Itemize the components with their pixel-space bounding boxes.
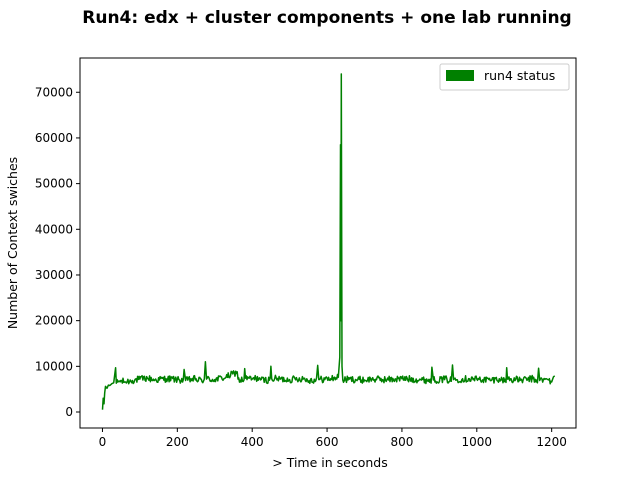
y-axis-label: Number of Context swiches (5, 157, 20, 329)
y-tick-label: 60000 (35, 131, 73, 145)
x-tick-label: 0 (99, 435, 107, 449)
y-tick-label: 20000 (35, 314, 73, 328)
y-tick-label: 0 (65, 405, 73, 419)
y-tick-label: 30000 (35, 268, 73, 282)
y-tick-label: 10000 (35, 359, 73, 373)
y-tick-label: 40000 (35, 222, 73, 236)
x-tick-label: 800 (390, 435, 413, 449)
legend-swatch (446, 70, 474, 81)
plot-area (101, 73, 556, 410)
x-tick-label: 400 (241, 435, 264, 449)
x-tick-label: 1200 (536, 435, 567, 449)
x-axis-label: > Time in seconds (272, 455, 387, 470)
legend: run4 status (439, 63, 570, 91)
legend-label: run4 status (484, 68, 555, 83)
y-tick-label: 50000 (35, 177, 73, 191)
x-axis-ticks: 0 200 400 600 800 1000 1200 (99, 428, 567, 449)
chart-title: Run4: edx + cluster components + one lab… (82, 8, 572, 28)
y-tick-label: 70000 (35, 85, 73, 99)
x-tick-label: 600 (316, 435, 339, 449)
x-tick-label: 1000 (462, 435, 493, 449)
axes-frame (79, 57, 577, 429)
y-axis-ticks: 0 10000 20000 30000 40000 50000 60000 70000 (35, 85, 80, 419)
x-tick-label: 200 (166, 435, 189, 449)
series-line-run4-status (101, 73, 556, 410)
